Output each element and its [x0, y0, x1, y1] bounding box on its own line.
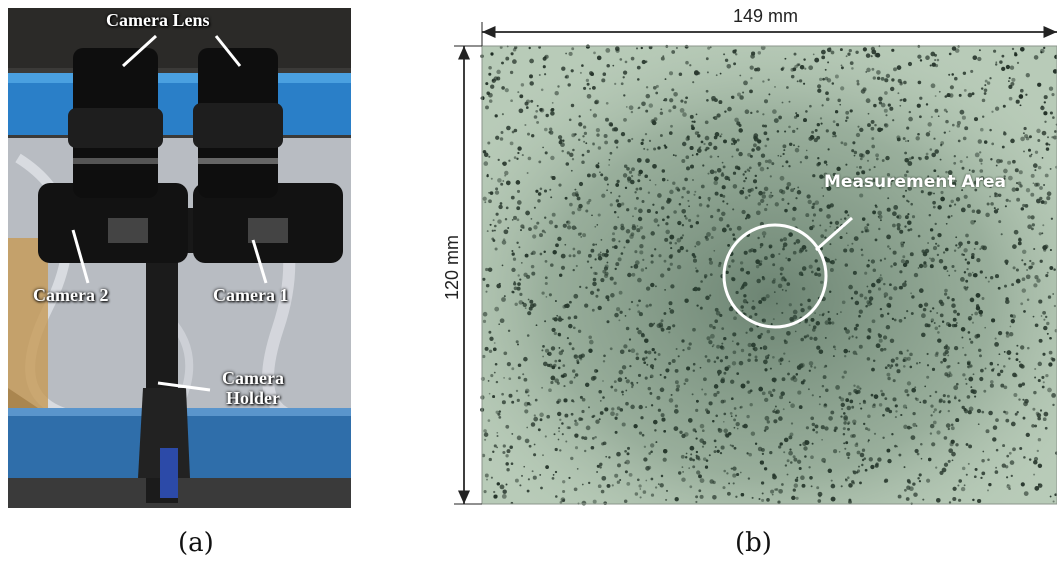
- label-camera-lens: Camera Lens: [106, 10, 210, 30]
- speckle-pattern-graphic: [454, 22, 1057, 506]
- label-camera-2: Camera 2: [33, 285, 109, 305]
- caption-a: (a): [178, 528, 214, 558]
- label-camera-1: Camera 1: [213, 285, 289, 305]
- speckle-pattern-figure: 149 mm 120 mm Measurement Area: [430, 0, 1057, 520]
- camera-setup-photo: Camera Lens Camera 2 Camera 1 Camera Hol…: [8, 8, 351, 508]
- measurement-area-label: Measurement Area: [824, 172, 1006, 192]
- caption-b: (b): [735, 528, 772, 558]
- width-dimension-label: 149 mm: [733, 6, 799, 26]
- height-dimension-label: 120 mm: [442, 234, 462, 300]
- label-camera-holder: Camera Holder: [222, 368, 284, 408]
- camera-photo-graphic: [8, 8, 351, 508]
